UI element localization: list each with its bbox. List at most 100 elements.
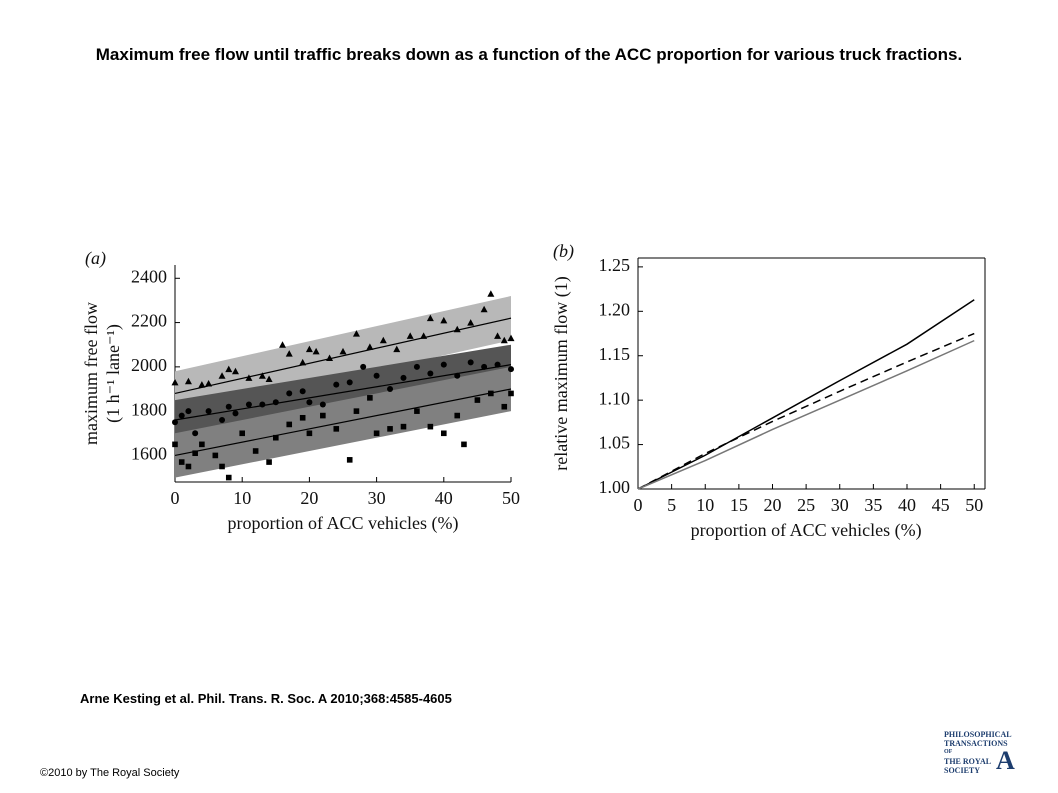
- point: [252, 448, 259, 454]
- point: [178, 412, 185, 419]
- y-tick-label: 1.20: [599, 299, 631, 319]
- point: [185, 463, 192, 470]
- x-axis-label: proportion of ACC vehicles (%): [228, 513, 459, 534]
- point: [172, 441, 178, 448]
- logo-text: TRANSACTIONS: [944, 739, 1008, 748]
- point: [198, 381, 206, 388]
- point: [239, 430, 245, 437]
- y-tick-label: 1.05: [599, 433, 631, 453]
- panel-label: (a): [85, 248, 106, 269]
- point: [279, 341, 287, 348]
- point: [414, 408, 420, 414]
- point: [231, 367, 239, 375]
- y-tick-label: 1600: [131, 444, 167, 464]
- x-tick-label: 25: [797, 495, 815, 515]
- point: [285, 350, 293, 357]
- point: [508, 366, 514, 373]
- point: [481, 363, 488, 370]
- point: [326, 354, 334, 361]
- x-tick-label: 10: [696, 495, 714, 515]
- point: [225, 474, 232, 481]
- point: [488, 390, 494, 397]
- point: [305, 345, 313, 353]
- logo-text: A: [996, 746, 1015, 775]
- y-tick-label: 1.10: [599, 388, 631, 408]
- point: [205, 379, 213, 387]
- point: [453, 325, 461, 333]
- point: [259, 401, 266, 408]
- x-tick-label: 20: [300, 488, 318, 508]
- point: [360, 363, 367, 370]
- line: [637, 299, 975, 490]
- x-tick-label: 50: [965, 495, 983, 515]
- point: [178, 459, 185, 465]
- logo: PHILOSOPHICAL TRANSACTIONS OF THE ROYAL …: [944, 730, 1020, 775]
- logo-text: THE ROYAL: [944, 757, 992, 766]
- point: [427, 423, 434, 430]
- point: [373, 430, 380, 437]
- point: [232, 410, 239, 417]
- x-tick-label: 45: [932, 495, 950, 515]
- x-tick-label: 15: [730, 495, 748, 515]
- y-tick-label: 1800: [131, 399, 167, 419]
- point: [225, 365, 233, 373]
- point: [171, 378, 179, 386]
- point: [494, 361, 501, 368]
- point: [440, 361, 447, 368]
- y-tick-label: 2000: [131, 355, 167, 375]
- x-axis-label: proportion of ACC vehicles (%): [691, 520, 922, 541]
- point: [312, 347, 320, 355]
- point: [218, 372, 226, 379]
- line: [637, 332, 975, 490]
- point: [387, 386, 394, 392]
- fit-line: [174, 388, 512, 457]
- point: [507, 334, 515, 342]
- point: [393, 345, 401, 353]
- point: [400, 374, 407, 381]
- point: [373, 372, 380, 379]
- point: [420, 332, 428, 339]
- panel-label: (b): [553, 241, 574, 262]
- x-tick-label: 50: [502, 488, 520, 508]
- point: [400, 423, 407, 430]
- x-tick-label: 30: [368, 488, 386, 508]
- point: [366, 343, 374, 350]
- y-tick-label: 1.25: [599, 255, 631, 275]
- line: [637, 339, 975, 490]
- logo-text: PHILOSOPHICAL: [944, 730, 1012, 739]
- point: [306, 430, 313, 437]
- point: [353, 408, 360, 414]
- x-tick-label: 40: [898, 495, 916, 515]
- x-tick-label: 0: [634, 495, 643, 515]
- point: [346, 457, 353, 463]
- citation: Arne Kesting et al. Phil. Trans. R. Soc.…: [80, 691, 452, 706]
- point: [454, 412, 461, 419]
- point: [192, 430, 199, 437]
- point: [219, 463, 225, 470]
- point: [474, 397, 481, 403]
- logo-text: OF: [944, 749, 953, 755]
- x-tick-label: 35: [864, 495, 882, 515]
- y-axis-label: maximum free flow: [81, 302, 101, 445]
- point: [286, 390, 293, 397]
- point: [273, 434, 279, 441]
- point: [339, 347, 347, 355]
- logo-text: SOCIETY: [944, 766, 981, 775]
- x-tick-label: 20: [763, 495, 781, 515]
- point: [441, 430, 447, 437]
- y-axis-label: (1 h⁻¹ lane⁻¹): [103, 324, 124, 423]
- x-tick-label: 0: [171, 488, 180, 508]
- point: [461, 441, 467, 448]
- point: [192, 450, 198, 457]
- point: [320, 412, 326, 419]
- point: [501, 403, 508, 410]
- point: [480, 305, 488, 313]
- point: [440, 316, 448, 324]
- point: [299, 388, 306, 395]
- point: [346, 379, 353, 386]
- point: [245, 401, 252, 408]
- point: [286, 421, 293, 428]
- copyright: ©2010 by The Royal Society: [40, 767, 180, 779]
